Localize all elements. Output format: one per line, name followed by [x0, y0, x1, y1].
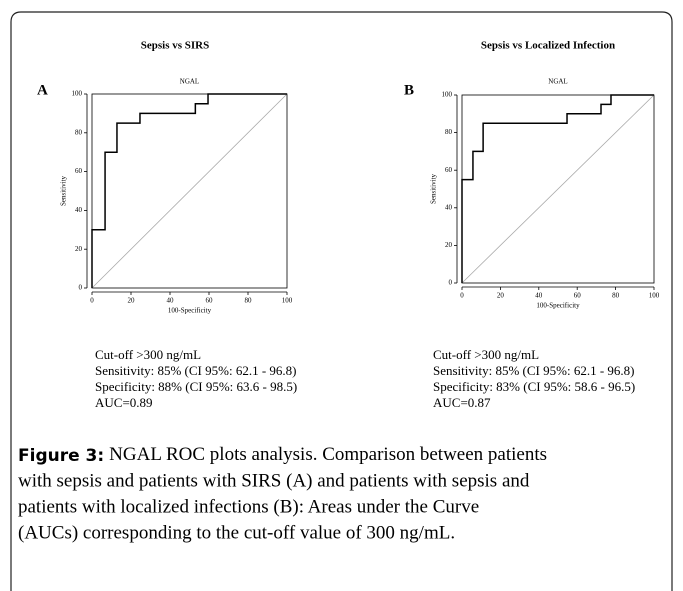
stat-note: Cut-off >300 ng/mL: [433, 347, 539, 362]
y-tick-label: 80: [75, 128, 83, 136]
caption-line: patients with localized infections (B): …: [18, 496, 479, 517]
reference-line: [91, 93, 288, 289]
stat-note: Specificity: 83% (CI 95%: 58.6 - 96.5): [433, 379, 635, 394]
roc-curve: [461, 94, 654, 283]
y-tick-label: 40: [445, 203, 453, 211]
chart-subtitle: NGAL: [548, 78, 567, 86]
y-tick-label: 20: [75, 245, 83, 253]
x-tick-label: 40: [535, 292, 543, 300]
plot-frame: [91, 93, 288, 289]
x-tick-label: 100: [649, 292, 660, 300]
x-axis-label: 100-Specificity: [536, 302, 580, 310]
x-tick-label: 40: [167, 297, 175, 305]
y-tick-label: 100: [442, 91, 453, 99]
stat-note: Cut-off >300 ng/mL: [95, 347, 201, 362]
reference-line: [461, 94, 655, 284]
frame: [10, 11, 673, 591]
x-tick-label: 80: [245, 297, 253, 305]
caption-line: with sepsis and patients with SIRS (A) a…: [18, 470, 530, 491]
x-tick-label: 20: [128, 297, 136, 305]
caption-text: NGAL ROC plots analysis. Comparison betw…: [109, 444, 547, 465]
x-tick-label: 20: [497, 292, 505, 300]
y-tick-label: 20: [445, 241, 453, 249]
stat-note: AUC=0.89: [95, 395, 153, 410]
y-axis-label: Sensitivity: [430, 174, 438, 204]
y-tick-label: 80: [445, 128, 453, 136]
y-tick-label: 60: [75, 167, 83, 175]
stat-note: AUC=0.87: [433, 395, 491, 410]
x-axis-label: 100-Specificity: [168, 307, 212, 315]
y-tick-label: 0: [79, 284, 83, 292]
caption-line: Figure 3: NGAL ROC plots analysis. Compar…: [18, 444, 547, 466]
y-tick-label: 100: [72, 90, 83, 98]
caption-label: Figure 3:: [18, 446, 104, 466]
y-tick-label: 40: [75, 206, 83, 214]
y-tick-label: 0: [449, 279, 453, 287]
stat-note: Specificity: 88% (CI 95%: 63.6 - 98.5): [95, 379, 297, 394]
roc-curve: [91, 93, 287, 288]
x-tick-label: 0: [90, 297, 94, 305]
y-tick-label: 60: [445, 166, 453, 174]
y-axis-label: Sensitivity: [60, 176, 68, 206]
caption-line: (AUCs) corresponding to the cut-off valu…: [18, 522, 455, 543]
x-tick-label: 80: [612, 292, 620, 300]
stat-note: Sensitivity: 85% (CI 95%: 62.1 - 96.8): [95, 363, 297, 378]
stat-note: Sensitivity: 85% (CI 95%: 62.1 - 96.8): [433, 363, 635, 378]
x-tick-label: 0: [460, 292, 464, 300]
chart-title: Sepsis vs SIRS: [141, 40, 209, 52]
panel-label: A: [37, 82, 48, 98]
x-tick-label: 60: [206, 297, 214, 305]
chart-subtitle: NGAL: [180, 78, 199, 86]
panel-label: B: [404, 82, 414, 98]
x-tick-label: 100: [282, 297, 293, 305]
chart-title: Sepsis vs Localized Infection: [481, 40, 615, 52]
x-tick-label: 60: [574, 292, 582, 300]
